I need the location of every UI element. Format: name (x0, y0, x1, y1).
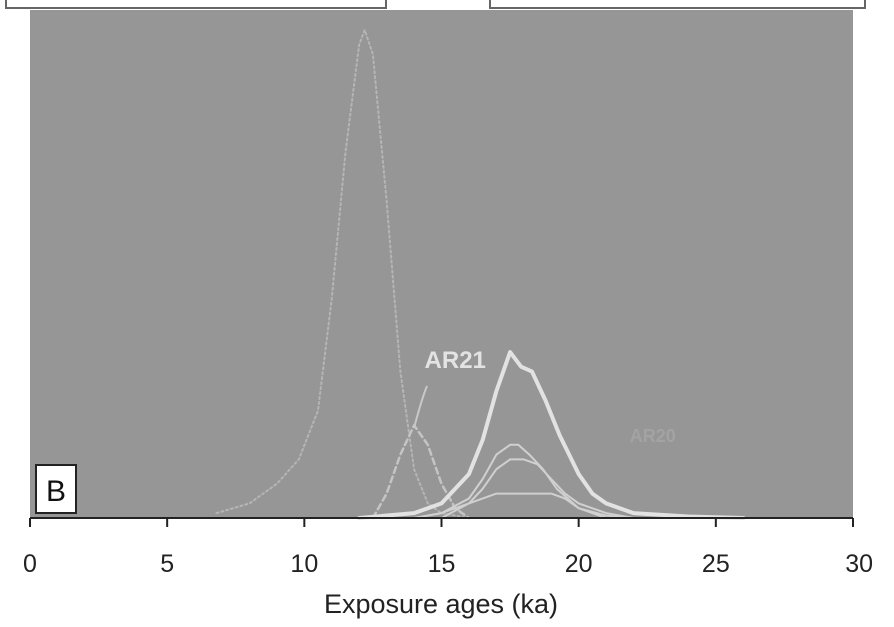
annotation-ar21-leader (413, 385, 428, 429)
panel-label: B (46, 475, 66, 508)
series-line-1 (215, 29, 470, 519)
x-tick-label-5: 5 (160, 550, 174, 578)
legend-box-right (489, 0, 866, 9)
annotation-ar21: AR21 (425, 347, 486, 374)
panel-label-box (35, 464, 77, 514)
series-line-6 (440, 492, 608, 519)
plot-area (30, 10, 853, 518)
x-axis-ticks: 0 5 10 15 20 25 30 (23, 518, 873, 578)
x-tick-label-15: 15 (428, 550, 456, 578)
x-tick-label-25: 25 (702, 550, 730, 578)
x-tick-label-0: 0 (23, 550, 37, 578)
legend-box-left (5, 0, 387, 9)
x-axis-title: Exposure ages (ka) (324, 589, 558, 619)
x-tick-label-10: 10 (290, 550, 318, 578)
x-tick-label-30: 30 (845, 550, 873, 578)
annotation-ar20: AR20 (630, 426, 676, 446)
series-line-3 (357, 350, 746, 520)
x-tick-label-20: 20 (565, 550, 593, 578)
series-line-2 (371, 424, 471, 520)
series-layer (215, 29, 746, 520)
